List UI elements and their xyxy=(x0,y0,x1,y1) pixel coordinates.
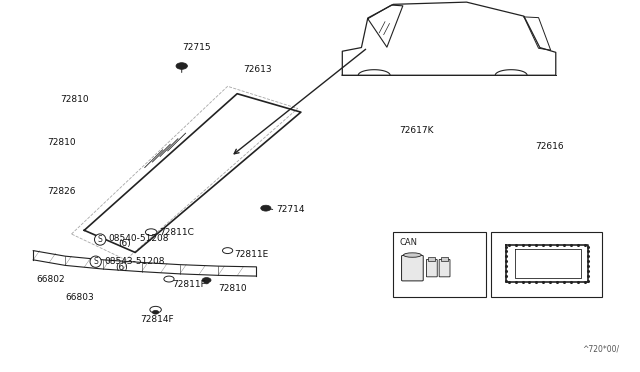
Bar xyxy=(428,257,435,261)
Text: 72811E: 72811E xyxy=(234,250,268,259)
Text: ^720*00/: ^720*00/ xyxy=(582,345,620,354)
FancyBboxPatch shape xyxy=(401,256,423,281)
Ellipse shape xyxy=(403,253,421,257)
Text: (6): (6) xyxy=(115,263,127,272)
Text: 72617K: 72617K xyxy=(399,126,434,135)
Circle shape xyxy=(202,278,211,283)
Text: 66803: 66803 xyxy=(65,293,94,302)
Circle shape xyxy=(152,310,159,314)
Circle shape xyxy=(260,205,271,211)
Text: 72810: 72810 xyxy=(218,284,246,293)
Text: 72826: 72826 xyxy=(47,187,76,196)
Text: 72714: 72714 xyxy=(276,205,305,215)
Text: 72810: 72810 xyxy=(47,138,76,147)
Circle shape xyxy=(176,62,188,69)
Text: 72814F: 72814F xyxy=(140,315,174,324)
Bar xyxy=(491,232,602,297)
Text: 08543-51208: 08543-51208 xyxy=(104,257,165,266)
Text: S: S xyxy=(93,257,98,266)
Text: CAN: CAN xyxy=(399,238,418,247)
Text: 72613: 72613 xyxy=(244,65,272,74)
Text: 08540-51208: 08540-51208 xyxy=(108,234,169,243)
FancyBboxPatch shape xyxy=(426,260,437,277)
Text: 72811C: 72811C xyxy=(159,228,195,237)
Text: 66802: 66802 xyxy=(36,275,65,283)
Bar xyxy=(441,257,448,261)
Text: S: S xyxy=(98,235,102,244)
FancyBboxPatch shape xyxy=(439,260,450,277)
Bar xyxy=(394,232,486,297)
Text: 72616: 72616 xyxy=(536,142,564,151)
Text: 72811F: 72811F xyxy=(172,280,206,289)
Text: 72715: 72715 xyxy=(182,43,211,52)
Circle shape xyxy=(205,282,209,284)
Text: (6): (6) xyxy=(118,240,131,248)
Text: 72810: 72810 xyxy=(60,95,88,104)
